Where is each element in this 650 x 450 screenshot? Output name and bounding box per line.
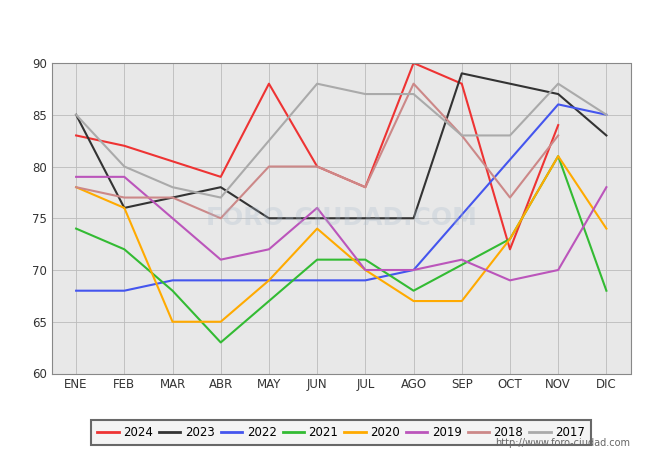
Text: http://www.foro-ciudad.com: http://www.foro-ciudad.com <box>495 438 630 448</box>
Text: FORO-CIUDAD.COM: FORO-CIUDAD.COM <box>205 206 477 230</box>
Text: Afiliados en Vadillo de la Guareña a 30/11/2024: Afiliados en Vadillo de la Guareña a 30/… <box>118 18 532 36</box>
Legend: 2024, 2023, 2022, 2021, 2020, 2019, 2018, 2017: 2024, 2023, 2022, 2021, 2020, 2019, 2018… <box>92 420 591 445</box>
